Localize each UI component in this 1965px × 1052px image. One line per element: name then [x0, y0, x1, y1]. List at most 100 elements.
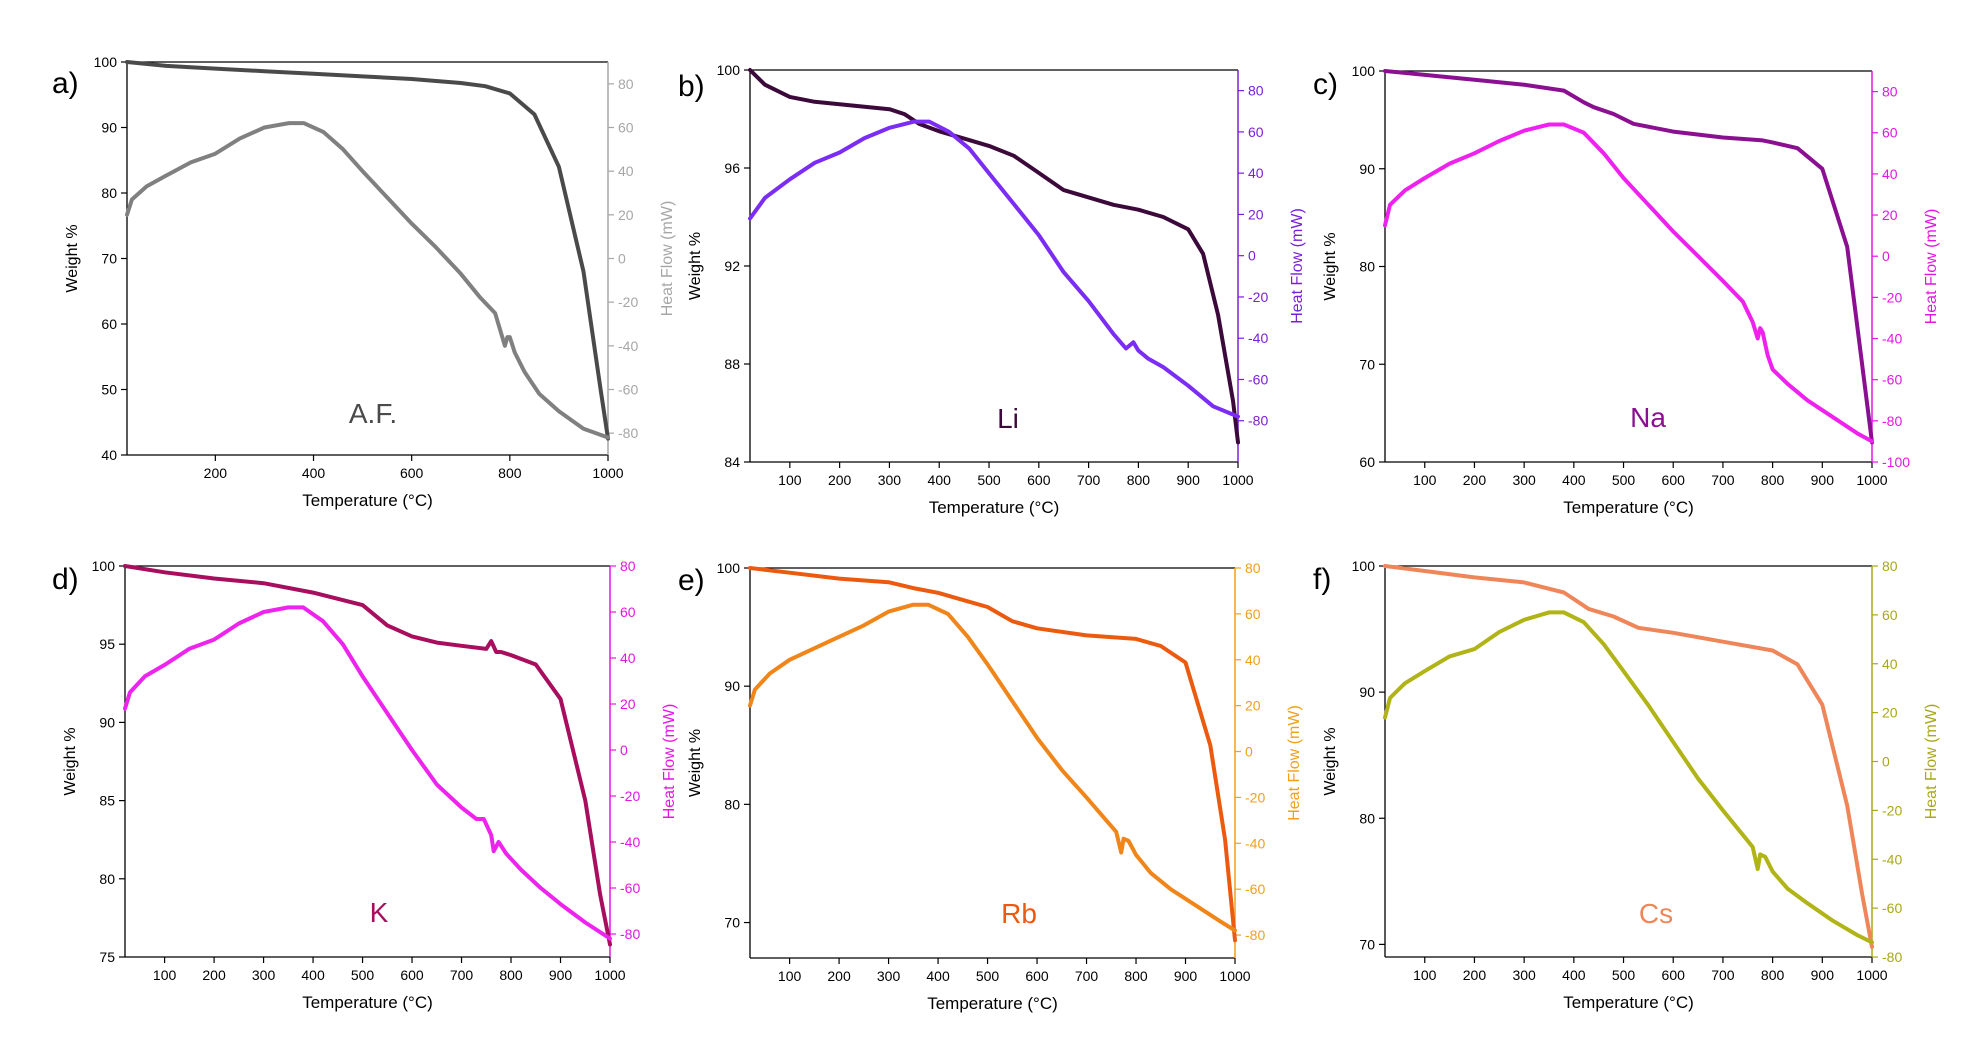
x-tick-label: 900: [1811, 472, 1835, 488]
y-tick-label: 84: [724, 454, 740, 470]
y-axis-title: Weight %: [1322, 232, 1339, 300]
y2-tick-label: -80: [1248, 413, 1268, 429]
y2-tick-label: 40: [618, 163, 634, 179]
panel-letter: c): [1313, 68, 1338, 101]
y2-tick-label: -80: [1245, 927, 1265, 943]
y-tick-label: 90: [1359, 684, 1375, 700]
y2-tick-label: 60: [1248, 124, 1264, 140]
y2-tick-label: -40: [1882, 331, 1902, 347]
x-tick-label: 300: [252, 967, 276, 983]
chart-panel-5: 100 200 300 400 500 600 700 800 900 1000708090100…: [678, 560, 1303, 1013]
x-tick-label: 400: [926, 968, 950, 984]
y2-tick-label: -60: [618, 382, 638, 398]
y2-tick-label: -100: [1882, 454, 1910, 470]
chart-panel-2: 100 200 300 400 500 600 700 800 900 1000848892961…: [678, 62, 1306, 517]
y-tick-label: 75: [99, 949, 115, 965]
weight-curve: [1383, 564, 1874, 949]
y2-tick-label: 0: [1248, 248, 1256, 264]
y-tick-label: 80: [101, 185, 117, 201]
y-axis-title: Weight %: [64, 224, 81, 292]
y-tick-label: 70: [1359, 356, 1375, 372]
x-tick-label: 100: [778, 472, 802, 488]
weight-curve: [748, 68, 1240, 445]
heat-flow-curve: [748, 119, 1240, 419]
y2-tick-label: -20: [1882, 802, 1902, 818]
y2-axis-title: Heat Flow (mW): [1923, 209, 1940, 325]
y2-tick-label: 20: [1245, 698, 1261, 714]
x-axis-title: Temperature (°C): [1563, 993, 1694, 1012]
y2-tick-label: 20: [618, 207, 634, 223]
y2-tick-label: 40: [1882, 166, 1898, 182]
panel-letter: b): [678, 70, 705, 103]
y2-axis-title: Heat Flow (mW): [1923, 704, 1940, 820]
x-tick-label: 100: [778, 968, 802, 984]
y2-tick-label: -20: [1248, 289, 1268, 305]
x-tick-label: 800: [1124, 968, 1148, 984]
x-tick-label: 600: [1662, 472, 1686, 488]
y-tick-label: 85: [99, 793, 115, 809]
y-tick-label: 50: [101, 382, 117, 398]
x-axis-title: Temperature (°C): [929, 498, 1060, 517]
x-tick-label: 600: [1662, 967, 1686, 983]
y-tick-label: 90: [1359, 161, 1375, 177]
x-tick-label: 900: [1174, 968, 1198, 984]
y2-tick-label: -20: [620, 788, 640, 804]
y-tick-label: 70: [101, 251, 117, 267]
panel-letter: f): [1313, 563, 1331, 596]
x-tick-label: 1000: [1219, 968, 1250, 984]
weight-curve: [748, 566, 1237, 943]
y2-axis-title: Heat Flow (mW): [1289, 208, 1306, 324]
x-tick-label: 400: [301, 967, 325, 983]
x-tick-label: 200: [828, 472, 852, 488]
x-tick-label: 600: [400, 465, 424, 481]
y2-tick-label: 0: [620, 742, 628, 758]
heat-flow-curve: [748, 602, 1237, 933]
y-axis-title: Weight %: [1322, 727, 1339, 795]
x-tick-label: 600: [1025, 968, 1049, 984]
x-tick-label: 500: [351, 967, 375, 983]
y2-axis-title: Heat Flow (mW): [661, 704, 678, 820]
y2-tick-label: 80: [1245, 560, 1261, 576]
x-tick-label: 1000: [594, 967, 625, 983]
y2-tick-label: -80: [618, 425, 638, 441]
y2-tick-label: -80: [1882, 413, 1902, 429]
x-tick-label: 300: [1512, 472, 1536, 488]
y2-tick-label: -60: [620, 880, 640, 896]
x-tick-label: 200: [202, 967, 226, 983]
x-tick-label: 400: [1562, 472, 1586, 488]
sample-label: K: [370, 897, 389, 928]
y2-tick-label: 0: [1882, 248, 1890, 264]
sample-label: Rb: [1001, 898, 1037, 929]
chart-panel-6: 100 200 300 400 500 600 700 800 900 1000708090100…: [1313, 558, 1940, 1012]
y-axis-title: Weight %: [62, 727, 79, 795]
y2-tick-label: 40: [1245, 652, 1261, 668]
y2-tick-label: -20: [1245, 789, 1265, 805]
x-tick-label: 100: [153, 967, 177, 983]
x-tick-label: 300: [877, 968, 901, 984]
y2-tick-label: 20: [1882, 705, 1898, 721]
x-tick-label: 1000: [1222, 472, 1253, 488]
x-tick-label: 300: [878, 472, 902, 488]
y2-tick-label: -60: [1245, 881, 1265, 897]
y2-tick-label: 60: [1245, 606, 1261, 622]
sample-label: Cs: [1639, 898, 1673, 929]
y-tick-label: 90: [101, 120, 117, 136]
x-tick-label: 700: [1711, 967, 1735, 983]
heat-flow-curve: [1383, 610, 1874, 945]
y2-tick-label: 40: [620, 650, 636, 666]
x-tick-label: 800: [1761, 472, 1785, 488]
y2-tick-label: 20: [1248, 206, 1264, 222]
y-tick-label: 80: [724, 796, 740, 812]
y-tick-label: 70: [1359, 936, 1375, 952]
y2-tick-label: 0: [618, 251, 626, 267]
x-tick-label: 800: [498, 465, 522, 481]
y2-tick-label: -60: [1248, 371, 1268, 387]
x-tick-label: 900: [1177, 472, 1201, 488]
y-tick-label: 100: [94, 54, 118, 70]
y2-tick-label: 60: [1882, 607, 1898, 623]
y-tick-label: 92: [724, 258, 740, 274]
x-tick-label: 900: [1811, 967, 1835, 983]
y-tick-label: 90: [724, 678, 740, 694]
x-tick-label: 700: [450, 967, 474, 983]
y-tick-label: 95: [99, 636, 115, 652]
